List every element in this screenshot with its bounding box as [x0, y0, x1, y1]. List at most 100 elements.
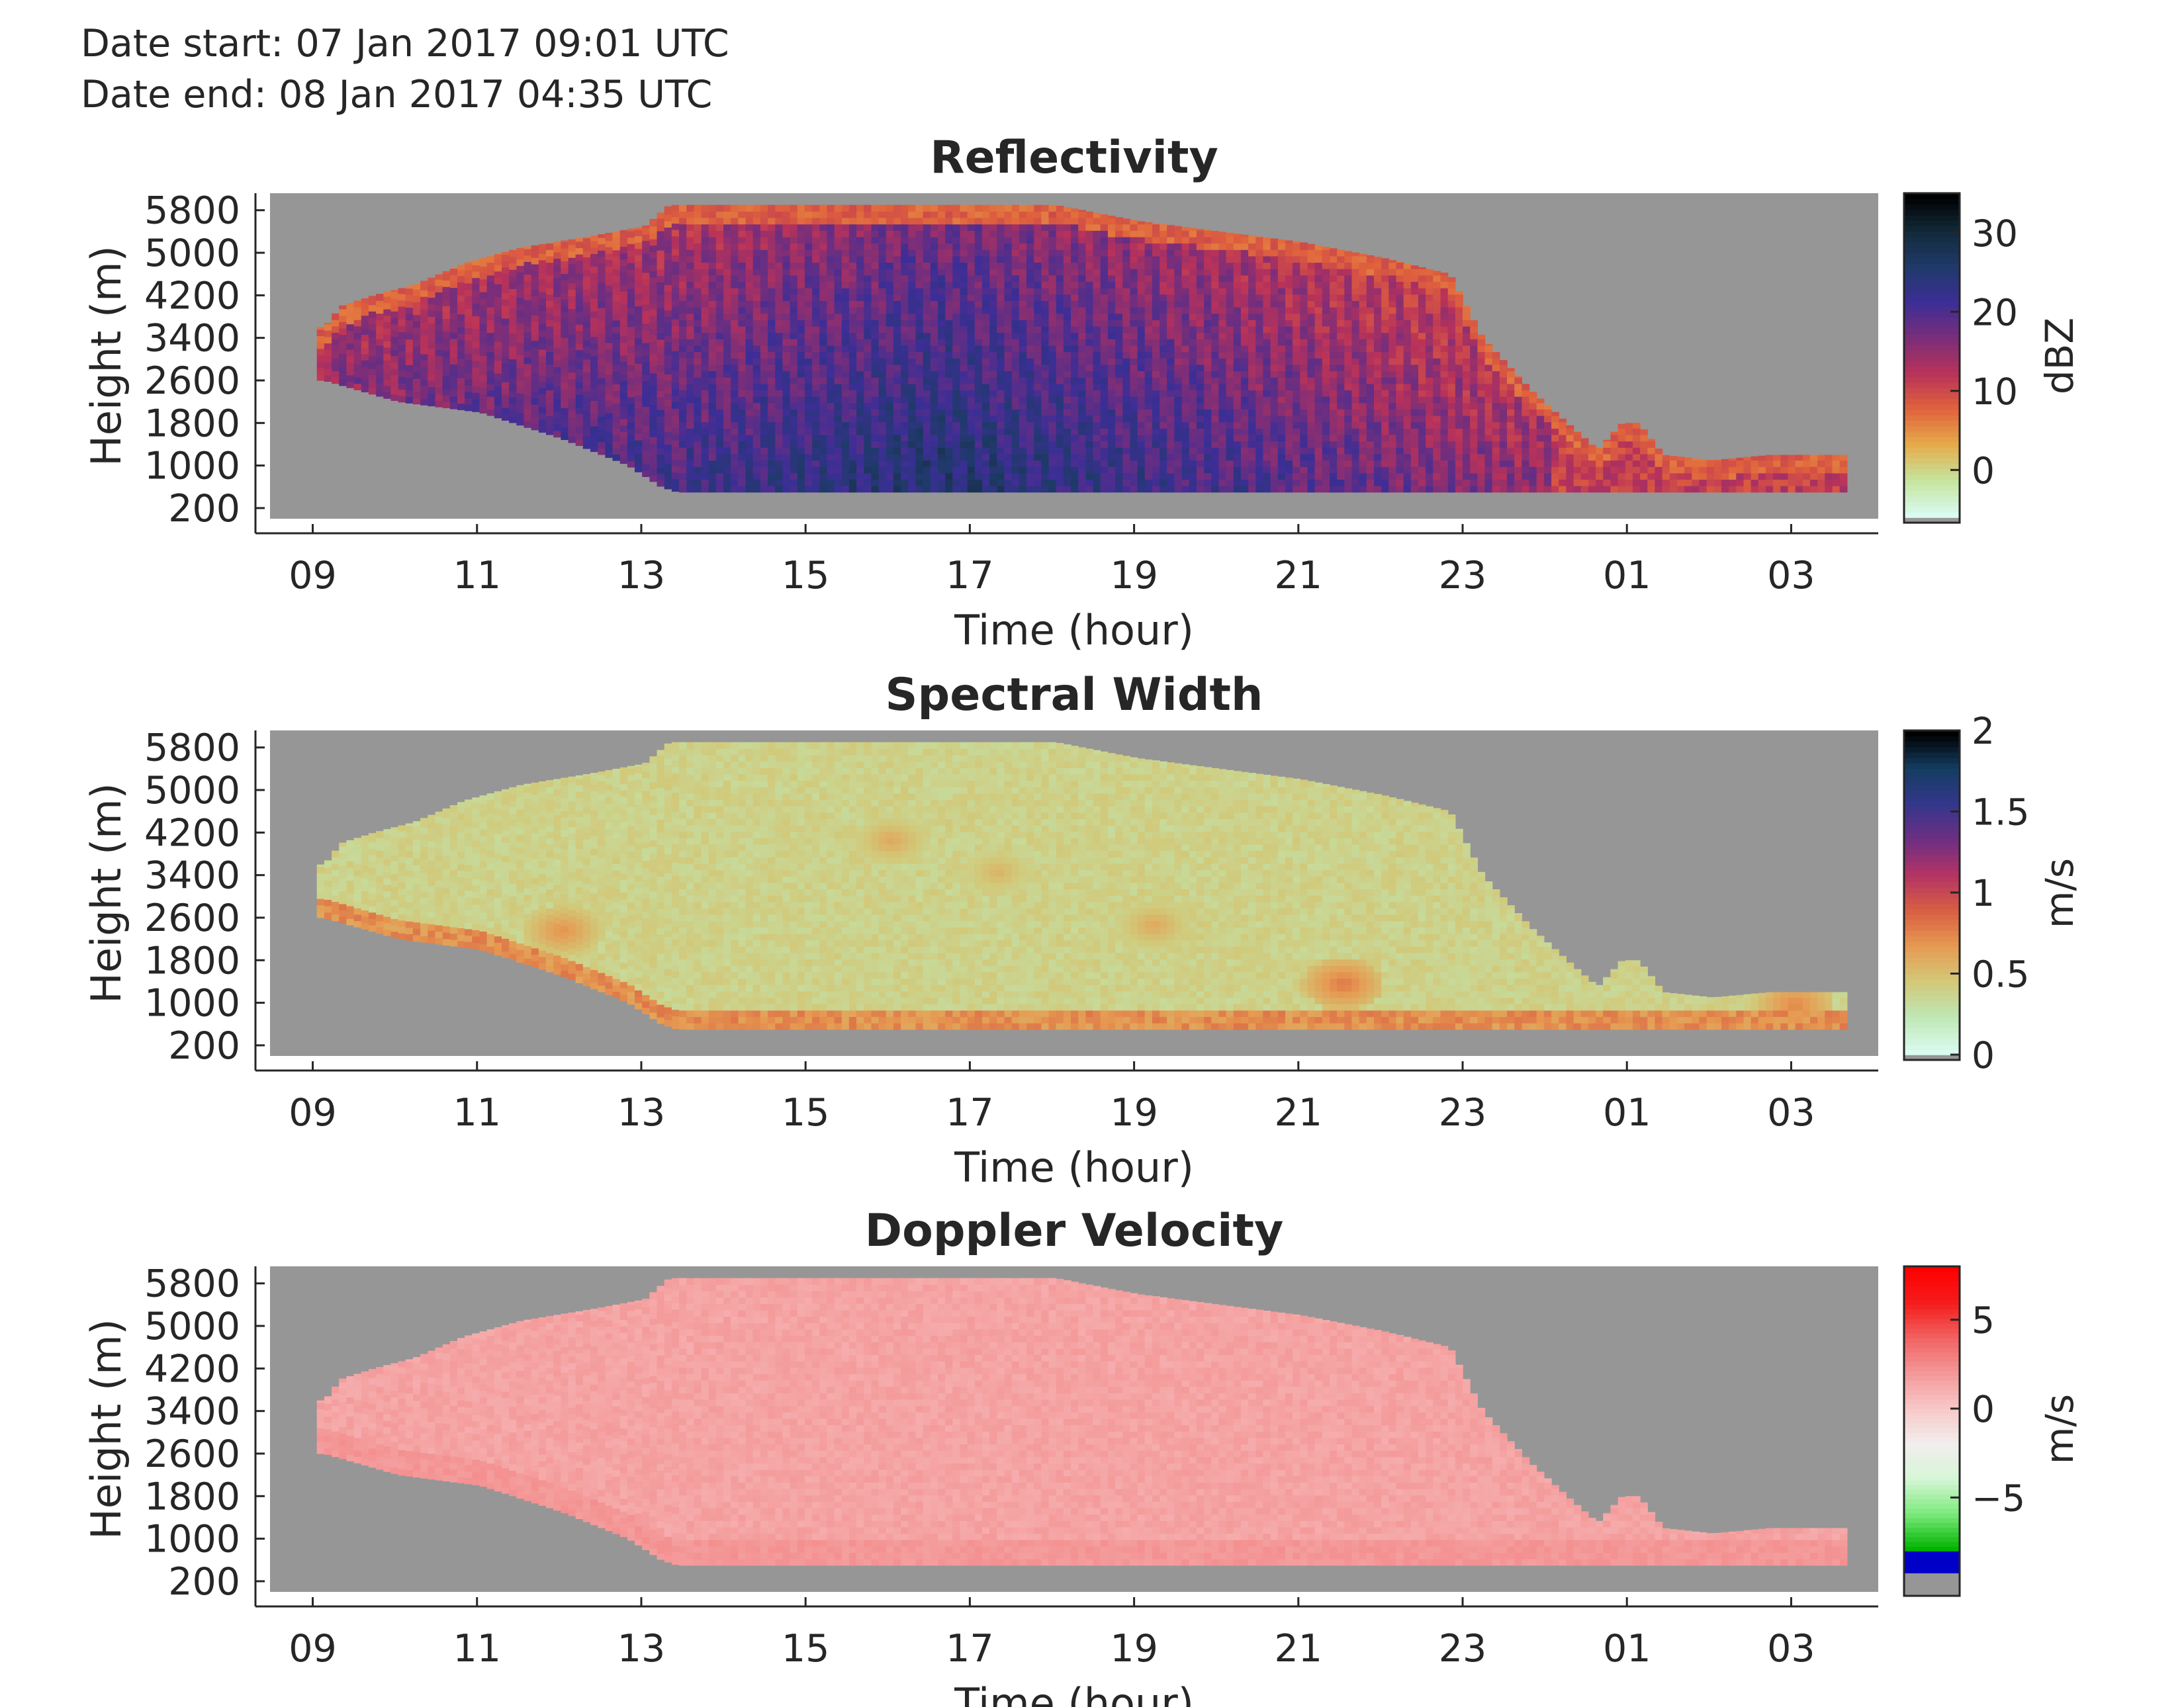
- heatmap-cell: [1174, 300, 1183, 308]
- heatmap-cell: [715, 351, 724, 359]
- heatmap-cell: [1277, 466, 1286, 474]
- heatmap-cell: [605, 374, 614, 382]
- heatmap-cell: [1160, 275, 1167, 282]
- heatmap-cell: [383, 360, 392, 367]
- heatmap-cell: [561, 343, 569, 351]
- heatmap-cell: [871, 332, 880, 339]
- heatmap-cell: [804, 307, 813, 314]
- heatmap-cell: [871, 377, 880, 384]
- heatmap-cell: [605, 272, 614, 279]
- heatmap-cell: [938, 243, 946, 250]
- heatmap-cell: [1019, 364, 1027, 372]
- heatmap-cell: [1144, 390, 1153, 397]
- heatmap-cell: [405, 326, 414, 333]
- heatmap-cell: [915, 269, 924, 276]
- heatmap-cell: [967, 460, 976, 467]
- heatmap-cell: [1248, 262, 1256, 269]
- heatmap-cell: [841, 307, 850, 314]
- heatmap-cell: [486, 339, 495, 346]
- heatmap-cell: [664, 431, 672, 439]
- heatmap-cell: [938, 313, 946, 320]
- heatmap-cell: [502, 318, 510, 326]
- heatmap-cell: [1233, 472, 1242, 480]
- heatmap-cell: [605, 413, 614, 420]
- heatmap-cell: [612, 339, 621, 346]
- heatmap-cell: [1181, 377, 1190, 384]
- heatmap-cell: [982, 262, 990, 269]
- heatmap-cell: [1034, 236, 1042, 244]
- heatmap-cell: [1056, 435, 1064, 442]
- heatmap-cell: [960, 218, 968, 225]
- heatmap-cell: [679, 345, 687, 353]
- heatmap-cell: [1100, 351, 1109, 359]
- heatmap-cell: [775, 224, 784, 231]
- heatmap-cell: [1226, 447, 1234, 455]
- heatmap-cell: [442, 306, 451, 313]
- heatmap-cell: [523, 268, 532, 275]
- heatmap-cell: [775, 307, 784, 314]
- heatmap-cell: [1160, 486, 1167, 493]
- heatmap-cell: [538, 343, 547, 350]
- heatmap-cell: [938, 358, 946, 365]
- heatmap-cell: [797, 320, 805, 327]
- heatmap-cell: [1211, 472, 1220, 480]
- heatmap-cell: [657, 448, 665, 455]
- heatmap-cell: [465, 270, 473, 277]
- heatmap-cell: [1004, 339, 1013, 346]
- heatmap-cell: [760, 364, 768, 372]
- heatmap-cell: [1189, 228, 1197, 231]
- heatmap-cell: [715, 377, 724, 384]
- heatmap-cell: [1004, 288, 1013, 295]
- heatmap-cell: [982, 243, 990, 250]
- heatmap-cell: [1204, 243, 1212, 250]
- heatmap-cell: [930, 307, 938, 314]
- heatmap-cell: [908, 358, 917, 365]
- heatmap-cell: [1152, 383, 1160, 390]
- heatmap-cell: [864, 435, 872, 442]
- heatmap-cell: [531, 378, 539, 386]
- heatmap-cell: [1263, 390, 1271, 397]
- heatmap-cell: [649, 296, 658, 304]
- heatmap-cell: [1152, 255, 1160, 263]
- heatmap-cell: [516, 253, 525, 260]
- heatmap-cell: [1196, 364, 1205, 372]
- heatmap-cell: [1130, 320, 1138, 327]
- heatmap-cell: [1211, 243, 1220, 250]
- heatmap-cell: [1130, 479, 1138, 486]
- heatmap-cell: [945, 390, 953, 397]
- heatmap-cell: [649, 456, 658, 463]
- heatmap-cell: [804, 255, 813, 263]
- heatmap-cell: [1063, 218, 1071, 225]
- heatmap-cell: [708, 371, 717, 378]
- heatmap-cell: [465, 277, 473, 284]
- heatmap-cell: [1226, 421, 1234, 429]
- heatmap-cell: [1048, 339, 1057, 346]
- heatmap-cell: [1004, 460, 1013, 467]
- heatmap-cell: [502, 343, 510, 351]
- heatmap-cell: [1270, 307, 1279, 314]
- heatmap-cell: [1255, 486, 1264, 493]
- heatmap-cell: [723, 479, 731, 486]
- heatmap-cell: [694, 281, 702, 288]
- heatmap-cell: [752, 307, 761, 314]
- heatmap-cell: [1130, 294, 1138, 301]
- heatmap-cell: [997, 281, 1005, 288]
- heatmap-cell: [1144, 428, 1153, 435]
- heatmap-cell: [1085, 460, 1094, 467]
- heatmap-cell: [361, 379, 369, 386]
- heatmap-cell: [568, 333, 576, 341]
- heatmap-cell: [1233, 332, 1242, 339]
- heatmap-cell: [841, 313, 850, 320]
- heatmap-cell: [671, 274, 680, 281]
- heatmap-cell: [893, 460, 901, 467]
- heatmap-cell: [1226, 377, 1234, 384]
- heatmap-cell: [1048, 332, 1057, 339]
- heatmap-cell: [679, 377, 687, 384]
- heatmap-cell: [738, 377, 747, 384]
- heatmap-cell: [790, 453, 798, 461]
- heatmap-cell: [738, 409, 747, 416]
- heatmap-cell: [627, 301, 635, 308]
- heatmap-cell: [745, 371, 754, 378]
- heatmap-cell: [1019, 326, 1027, 333]
- heatmap-cell: [339, 334, 347, 341]
